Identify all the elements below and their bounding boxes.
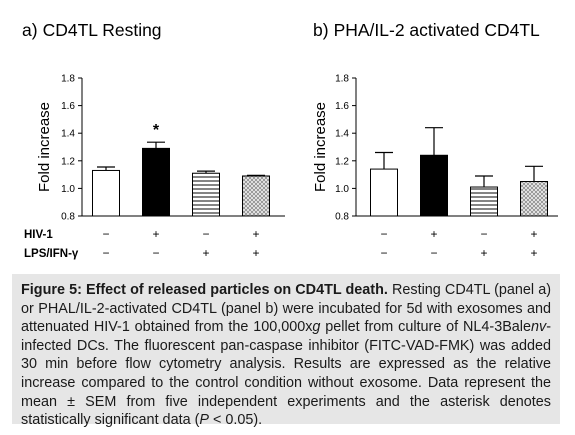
condition-mark: + (530, 246, 537, 260)
y-tick-label: 1.4 (335, 129, 349, 140)
panel-b-y-ticks: 0.8 1.0 1.2 1.4 1.6 1.8 (335, 74, 356, 223)
caption-italic-p: P (199, 412, 209, 429)
bar (470, 186, 498, 217)
condition-mark: − (480, 227, 487, 241)
condition-mark: − (380, 227, 387, 241)
bar (192, 172, 220, 217)
condition-mark: + (430, 227, 437, 241)
panel-a-bars (92, 141, 270, 217)
panel-a: a) CD4TL Resting Fold increase 0.8 1.0 1.2 1… (22, 20, 285, 260)
y-tick-label: 0.8 (335, 212, 349, 223)
caption-text-1: Resting CD4TL (panel a) or PHAL/IL-2-act… (21, 282, 551, 336)
bar (142, 147, 170, 217)
condition-mark: − (102, 227, 109, 241)
panel-a-y-ticks: 0.8 1.0 1.2 1.4 1.6 1.8 (61, 74, 82, 223)
condition-mark: − (380, 246, 387, 260)
y-tick-label: 0.8 (61, 212, 75, 223)
y-tick-label: 1.8 (61, 74, 75, 85)
panel-b-bars (370, 127, 548, 217)
panel-b-title: b) PHA/IL-2 activated CD4TL (313, 20, 540, 40)
y-tick-label: 1.2 (61, 156, 75, 167)
condition-mark: + (202, 246, 209, 260)
caption-text-3: -infected DCs. The fluorescent pan-caspa… (21, 319, 551, 429)
bar (92, 169, 120, 217)
panel-a-condition-marks: − + − + − − + + (102, 227, 259, 260)
panel-b-y-axis-label: Fold increase (312, 102, 329, 192)
y-tick-label: 1.6 (335, 101, 349, 112)
y-tick-label: 1.8 (335, 74, 349, 85)
bar (370, 168, 398, 217)
caption-italic-env: nv (531, 319, 547, 336)
caption-title: Figure 5: Effect of released particles o… (21, 282, 388, 298)
panel-b-condition-marks: − + − + − − + + (380, 227, 537, 260)
caption-text-2: pellet from culture of NL4-3Bale (320, 319, 531, 336)
panel-a-significance-asterisk: * (153, 122, 160, 139)
condition-mark: + (252, 227, 259, 241)
panel-a-title: a) CD4TL Resting (22, 20, 162, 40)
condition-mark: − (152, 246, 159, 260)
y-tick-label: 1.0 (61, 184, 75, 195)
condition-mark: − (202, 227, 209, 241)
caption-text-4: < 0.05). (208, 412, 263, 429)
panel-b: b) PHA/IL-2 activated CD4TL Fold increase… (312, 20, 558, 260)
panel-a-y-axis-label: Fold increase (36, 102, 53, 192)
caption-italic-g: g (312, 319, 321, 336)
y-tick-label: 1.2 (335, 156, 349, 167)
y-tick-label: 1.6 (61, 101, 75, 112)
condition-mark: − (102, 246, 109, 260)
panel-a-row-label-lps: LPS/IFN-γ (24, 248, 79, 260)
y-tick-label: 1.0 (335, 184, 349, 195)
condition-mark: − (430, 246, 437, 260)
panel-a-row-label-hiv: HIV-1 (24, 229, 53, 241)
y-tick-label: 1.4 (61, 129, 75, 140)
condition-mark: + (152, 227, 159, 241)
figure-panels: a) CD4TL Resting Fold increase 0.8 1.0 1.2 1… (22, 20, 558, 260)
bar (420, 154, 448, 217)
bar (242, 175, 270, 217)
figure-caption: Figure 5: Effect of released particles o… (12, 274, 560, 428)
condition-mark: + (530, 227, 537, 241)
condition-mark: + (480, 246, 487, 260)
condition-mark: + (252, 246, 259, 260)
bar (520, 181, 548, 217)
